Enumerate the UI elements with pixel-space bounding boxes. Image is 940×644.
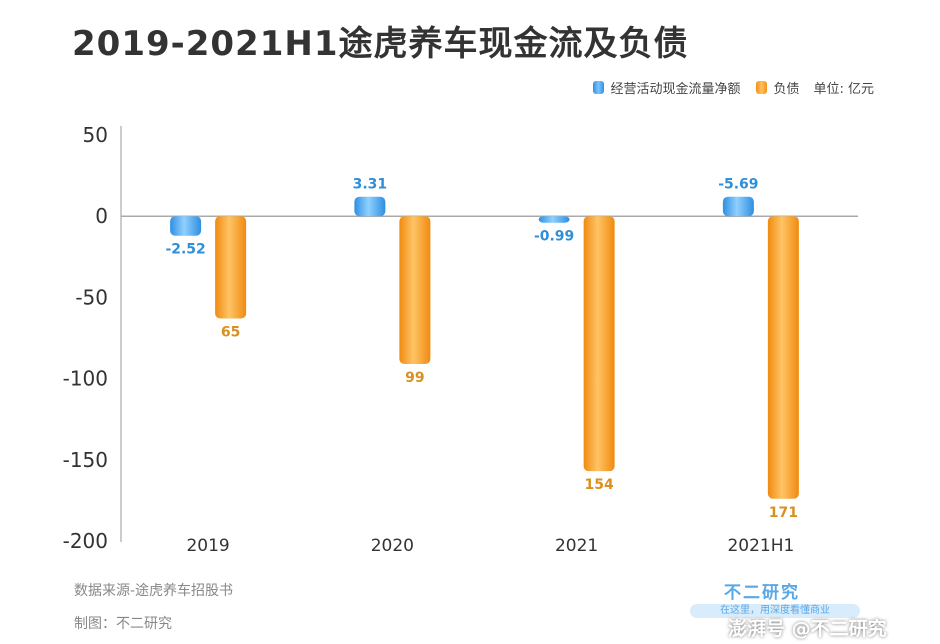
y-axis-ticks: 50 0 -50 -100 -150 -200 [63, 123, 108, 553]
bar-cashflow-label: -2.52 [165, 242, 205, 258]
page-title: 2019-2021H1途虎养车现金流及负债 [72, 24, 689, 64]
legend-swatch-debt [756, 81, 768, 94]
bar-debt-label: 99 [405, 370, 424, 386]
bar-debt-label: 171 [769, 505, 798, 521]
bar-cashflow-2020 [354, 196, 386, 217]
chart-maker: 制图：不二研究 [74, 616, 172, 632]
bar-cashflow-label: 3.31 [353, 177, 388, 193]
y-tick-label: 0 [95, 204, 108, 228]
bar-debt-2021 [583, 216, 615, 472]
y-tick-label: -50 [75, 285, 108, 309]
legend-unit: 单位: 亿元 [813, 82, 874, 97]
bar-debt-2019 [215, 216, 247, 319]
y-tick-label: -100 [63, 367, 108, 391]
bar-cashflow-label: -0.99 [534, 229, 574, 245]
legend-label-debt: 负债 [773, 82, 800, 97]
bar-debt-2020 [399, 216, 431, 364]
x-tick-label: 2019 [186, 536, 229, 556]
brand-slogan: 在这里，用深度看懂商业 [690, 604, 860, 618]
bars-group: -2.52 65 3.31 99 -0.99 154 -5.69 171 [165, 177, 799, 521]
bar-cashflow-2019 [170, 216, 202, 236]
x-tick-label: 2021 [555, 536, 598, 556]
bar-debt-label: 65 [221, 325, 240, 341]
legend-label-cashflow: 经营活动现金流量净额 [610, 82, 741, 97]
x-tick-label: 2021H1 [727, 536, 794, 556]
bar-debt-2021H1 [767, 216, 799, 499]
bar-debt-label: 154 [585, 477, 614, 493]
bar-cashflow-label: -5.69 [718, 177, 758, 193]
chart-legend: 经营活动现金流量净额 负债 单位: 亿元 [593, 78, 874, 97]
x-tick-label: 2020 [371, 536, 414, 556]
watermark: 澎湃号 @不二研究 [728, 618, 887, 640]
data-source: 数据来源-途虎养车招股书 [74, 583, 234, 599]
bar-cashflow-2021 [538, 216, 570, 223]
y-tick-label: -200 [63, 529, 108, 553]
x-axis-labels: 2019 2020 2021 2021H1 [186, 536, 794, 556]
legend-swatch-cashflow [593, 81, 605, 94]
y-tick-label: 50 [83, 123, 108, 147]
bar-cashflow-2021H1 [722, 196, 754, 217]
brand-logo-text: 不二研究 [724, 583, 800, 603]
y-tick-label: -150 [63, 448, 108, 472]
